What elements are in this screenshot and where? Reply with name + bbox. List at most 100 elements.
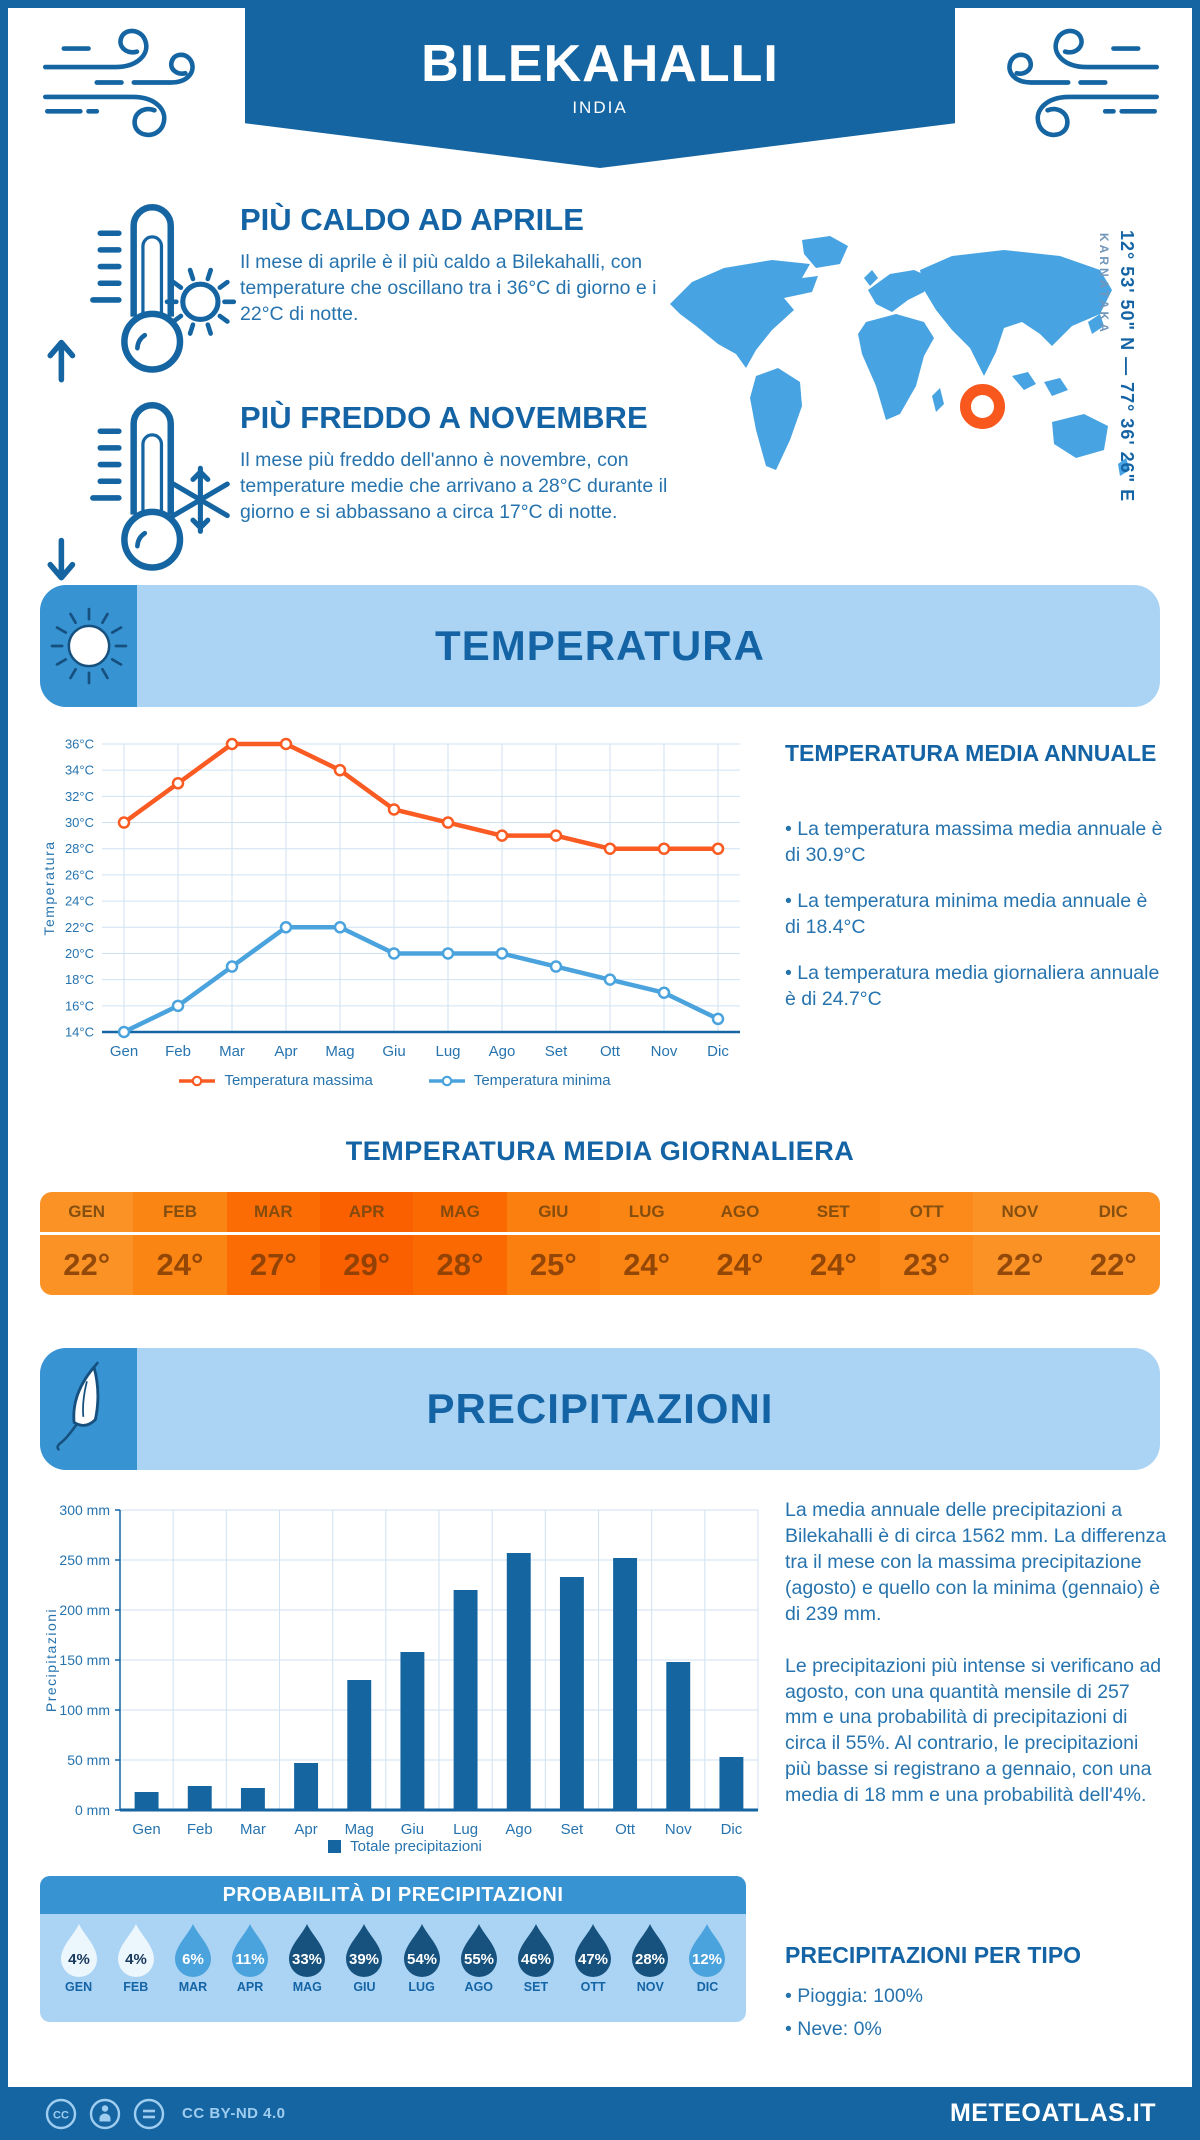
svg-text:CC: CC: [53, 2109, 69, 2121]
svg-text:300 mm: 300 mm: [59, 1502, 110, 1518]
annual-temperature-block: TEMPERATURA MEDIA ANNUALE • La temperatu…: [785, 740, 1167, 1033]
droplet-month-label: GEN: [65, 1980, 93, 1994]
daily-temp-value: 22°: [996, 1247, 1044, 1282]
precipitation-paragraph: Le precipitazioni più intense si verific…: [785, 1654, 1162, 1807]
table-divider: [506, 1232, 600, 1235]
svg-text:150 mm: 150 mm: [59, 1652, 110, 1668]
region-label: KARNATAKA: [1097, 233, 1111, 335]
daily-temp-cell: GIU 25°: [506, 1192, 600, 1295]
svg-text:200 mm: 200 mm: [59, 1602, 110, 1618]
cold-thermometer-snowflake-icon: [47, 402, 230, 581]
droplet-icon: 4%: [60, 1924, 97, 1977]
probability-droplet: 33% MAG: [279, 1922, 336, 1994]
temperature-section-header: TEMPERATURA: [40, 585, 1160, 707]
daily-temp-month: MAR: [253, 1202, 293, 1221]
svg-text:Mag: Mag: [325, 1043, 354, 1060]
daily-temperature-title: TEMPERATURA MEDIA GIORNALIERA: [345, 1136, 855, 1166]
svg-text:Feb: Feb: [187, 1821, 213, 1838]
license-label: CC BY-ND 4.0: [182, 2105, 286, 2122]
svg-text:28°C: 28°C: [65, 841, 94, 856]
svg-text:47%: 47%: [578, 1951, 608, 1968]
precipitation-types-title: PRECIPITAZIONI PER TIPO: [785, 1942, 1082, 1968]
probability-droplet: 47% OTT: [565, 1922, 622, 1994]
table-divider: [413, 1232, 507, 1235]
bar-legend-label: Totale precipitazioni: [350, 1838, 482, 1855]
daily-temp-value: 28°: [436, 1247, 484, 1282]
legend-item: Temperatura minima: [428, 1072, 611, 1089]
daily-temp-value: 23°: [903, 1247, 951, 1282]
daily-temp-value: 22°: [63, 1247, 111, 1282]
droplet-month-label: MAG: [292, 1980, 322, 1994]
droplet-icon: 39%: [346, 1924, 383, 1977]
legend-swatch: [328, 1840, 342, 1853]
attribution-person-icon: [89, 2098, 121, 2129]
probability-droplet: 55% AGO: [450, 1922, 507, 1994]
table-divider: [319, 1232, 414, 1235]
daily-temp-month: DIC: [1098, 1202, 1128, 1221]
droplet-icon: 28%: [632, 1924, 669, 1977]
svg-text:Lug: Lug: [435, 1043, 460, 1060]
svg-text:Ago: Ago: [489, 1043, 516, 1060]
svg-text:Apr: Apr: [294, 1821, 317, 1838]
warm-month-text: Il mese di aprile è il più caldo a Bilek…: [240, 251, 657, 325]
svg-text:Precipitazioni: Precipitazioni: [43, 1608, 59, 1712]
probability-droplet: 4% FEB: [107, 1922, 164, 1994]
svg-text:Gen: Gen: [132, 1821, 160, 1838]
svg-text:4%: 4%: [125, 1951, 147, 1968]
svg-text:46%: 46%: [521, 1951, 551, 1968]
svg-text:20°C: 20°C: [65, 946, 94, 961]
temperature-section-title: TEMPERATURA: [435, 622, 765, 669]
svg-text:22°C: 22°C: [65, 920, 94, 935]
svg-text:30°C: 30°C: [65, 815, 94, 830]
coordinates-label: 12° 53' 50" N — 77° 36' 26" E: [1117, 230, 1137, 503]
daily-temp-month: FEB: [162, 1202, 197, 1221]
daily-temp-cell: NOV 22°: [973, 1192, 1067, 1295]
daily-temp-month: GEN: [68, 1202, 106, 1221]
probability-droplet: 6% MAR: [164, 1922, 221, 1994]
table-divider: [599, 1232, 694, 1235]
daily-temp-cell: FEB 24°: [133, 1192, 227, 1295]
country-label: INDIA: [572, 98, 628, 117]
svg-text:Gen: Gen: [110, 1043, 138, 1060]
daily-temp-cell: OTT 23°: [879, 1192, 974, 1295]
line-chart-legend: Temperatura massima Temperatura minima: [40, 1072, 750, 1089]
daily-temp-cell: LUG 24°: [599, 1192, 694, 1295]
daily-temp-cell: GEN 22°: [40, 1192, 134, 1295]
meteoatlas-link[interactable]: METEOATLAS.IT: [949, 2099, 1156, 2127]
svg-text:Mag: Mag: [345, 1821, 374, 1838]
svg-text:Dic: Dic: [707, 1043, 729, 1060]
svg-text:12%: 12%: [692, 1951, 722, 1968]
license-group[interactable]: CC CC BY-ND 4.0: [44, 2097, 286, 2131]
probability-droplet: 4% GEN: [50, 1922, 107, 1994]
svg-text:28%: 28%: [635, 1951, 665, 1968]
legend-label: Temperatura minima: [473, 1072, 611, 1089]
annual-temperature-title: TEMPERATURA MEDIA ANNUALE: [785, 740, 1157, 766]
daily-temp-value: 27°: [249, 1247, 297, 1282]
svg-text:Dic: Dic: [721, 1821, 743, 1838]
table-divider: [40, 1232, 134, 1235]
daily-temp-value: 24°: [809, 1247, 857, 1282]
daily-temp-value: 24°: [716, 1247, 764, 1282]
svg-text:24°C: 24°C: [65, 894, 94, 909]
hot-thermometer-sun-icon: [47, 204, 237, 383]
daily-temp-month: NOV: [1001, 1202, 1039, 1221]
svg-text:Set: Set: [545, 1043, 568, 1060]
svg-text:55%: 55%: [464, 1951, 494, 1968]
legend-label: Temperatura massima: [224, 1072, 373, 1089]
svg-text:33%: 33%: [292, 1951, 322, 1968]
annual-temperature-bullets: • La temperatura massima media annuale è…: [785, 817, 1167, 1013]
droplet-month-label: SET: [523, 1980, 549, 1994]
droplet-icon: 55%: [460, 1924, 497, 1977]
daily-temp-value: 29°: [343, 1247, 391, 1282]
cold-month-text: Il mese più freddo dell'anno è novembre,…: [240, 449, 668, 523]
annual-bullet: • La temperatura massima media annuale è…: [785, 818, 1163, 866]
umbrella-icon: [40, 1348, 137, 1470]
droplet-month-label: GIU: [353, 1980, 376, 1994]
daily-temp-value: 25°: [529, 1247, 577, 1282]
table-divider: [1066, 1232, 1160, 1235]
svg-text:250 mm: 250 mm: [59, 1552, 110, 1568]
daily-temp-month: APR: [348, 1202, 385, 1221]
svg-text:11%: 11%: [235, 1951, 264, 1968]
precipitation-bar-chart: 0 mm 50 mm 100 mm 150 mm 200 mm 250 mm 300 mm G…: [43, 1502, 759, 1838]
